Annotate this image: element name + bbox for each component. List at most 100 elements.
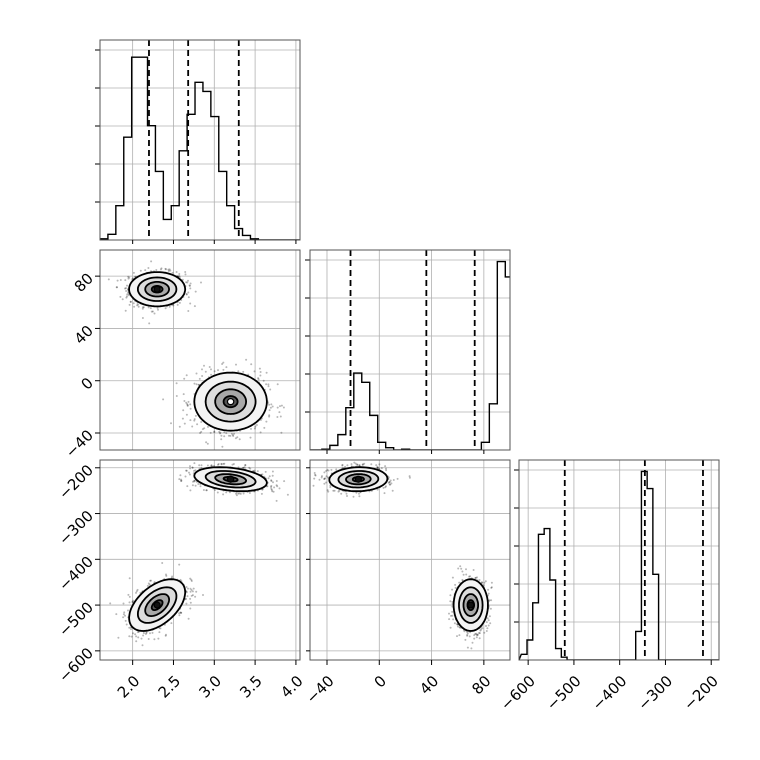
scatter-point <box>180 611 183 614</box>
scatter-point <box>476 576 478 579</box>
scatter-point <box>210 368 212 371</box>
scatter-point <box>265 371 268 374</box>
scatter-point <box>276 406 279 409</box>
scatter-point <box>486 627 489 630</box>
scatter-point <box>276 383 279 386</box>
scatter-point <box>458 581 461 584</box>
scatter-point <box>191 425 194 428</box>
scatter-point <box>220 434 223 437</box>
scatter-point <box>383 492 386 495</box>
scatter-point <box>195 372 198 375</box>
scatter-point <box>249 467 252 470</box>
scatter-point <box>185 374 188 377</box>
scatter-point <box>253 370 256 373</box>
scatter-point <box>458 634 461 637</box>
scatter-point <box>206 442 209 445</box>
scatter-point <box>156 306 159 309</box>
scatter-point <box>321 475 323 478</box>
scatter-point <box>186 595 189 598</box>
scatter-point <box>260 492 263 495</box>
scatter-point <box>157 308 159 311</box>
scatter-point <box>307 491 309 493</box>
scatter-point <box>119 279 122 281</box>
scatter-point <box>488 615 491 618</box>
scatter-point <box>185 469 188 472</box>
scatter-point <box>124 279 127 282</box>
scatter-point <box>454 586 457 589</box>
scatter-point <box>449 626 452 629</box>
scatter-point <box>194 469 197 472</box>
scatter-point <box>132 632 134 635</box>
scatter-point <box>408 475 411 478</box>
scatter-point <box>461 578 464 581</box>
scatter-point <box>258 367 261 370</box>
scatter-point <box>187 587 189 590</box>
scatter-point <box>124 309 127 312</box>
scatter-point <box>219 432 221 435</box>
scatter-point <box>189 607 192 610</box>
scatter-point <box>474 577 477 579</box>
scatter-point <box>147 582 150 585</box>
scatter-point <box>453 622 456 625</box>
scatter-point <box>272 490 275 493</box>
scatter-point <box>227 434 230 437</box>
density-peak <box>226 398 235 406</box>
scatter-point <box>265 420 268 423</box>
scatter-point <box>358 464 361 467</box>
scatter-point <box>192 587 195 590</box>
scatter-point <box>225 366 228 369</box>
scatter-point <box>489 622 492 625</box>
scatter-point <box>146 584 149 587</box>
scatter-point <box>286 493 289 496</box>
scatter-point <box>191 466 194 469</box>
scatter-point <box>466 632 469 635</box>
scatter-point <box>314 474 317 477</box>
scatter-point <box>464 638 467 641</box>
scatter-point <box>139 269 142 272</box>
scatter-point <box>217 369 219 372</box>
scatter-point <box>195 383 198 386</box>
scatter-point <box>314 473 317 476</box>
scatter-point <box>181 417 184 420</box>
scatter-point <box>231 434 234 436</box>
scatter-point <box>193 462 196 465</box>
scatter-point <box>136 631 139 634</box>
scatter-point <box>135 635 138 638</box>
hist-frame <box>309 249 511 451</box>
scatter-point <box>204 370 207 373</box>
scatter-point <box>189 590 192 593</box>
scatter-point <box>244 464 247 466</box>
scatter-point <box>189 587 192 590</box>
histogram-step <box>519 470 719 660</box>
scatter-point <box>271 405 274 408</box>
scatter-point <box>136 588 139 591</box>
scatter-point <box>122 616 125 619</box>
scatter-point <box>128 303 131 306</box>
scatter-point <box>149 632 151 635</box>
scatter-point <box>325 475 328 478</box>
scatter-point <box>478 579 481 581</box>
scatter-point <box>165 633 167 636</box>
scatter-point <box>191 594 194 597</box>
scatter-point <box>486 617 489 620</box>
scatter-point <box>213 370 216 373</box>
scatter-point <box>242 466 245 469</box>
scatter-point <box>272 481 274 484</box>
scatter-point <box>237 370 240 373</box>
scatter-point <box>209 431 212 434</box>
scatter-point <box>201 428 204 431</box>
scatter-point <box>200 464 203 467</box>
scatter-point <box>478 637 481 640</box>
scatter-point <box>128 577 131 580</box>
scatter-point <box>223 435 226 438</box>
scatter-point <box>165 574 168 577</box>
panel-frame <box>99 459 301 661</box>
scatter-point <box>201 375 204 377</box>
scatter-point <box>327 469 330 472</box>
scatter-point <box>151 631 154 634</box>
scatter-point <box>200 421 203 423</box>
scatter-point <box>214 489 216 491</box>
scatter-point <box>358 492 360 495</box>
scatter-point <box>338 489 341 492</box>
scatter-point <box>167 268 170 271</box>
